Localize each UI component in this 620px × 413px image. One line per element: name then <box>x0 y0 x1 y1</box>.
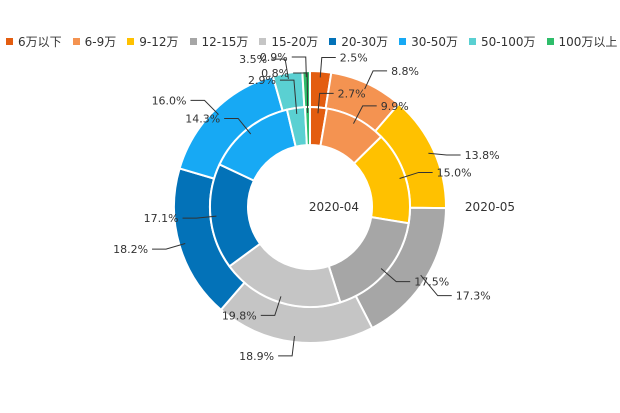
legend-item-6[interactable]: 30-50万 <box>399 33 458 50</box>
legend-swatch-7 <box>469 37 476 45</box>
inner-leader-line-7 <box>279 79 298 114</box>
legend-swatch-4 <box>259 37 267 45</box>
legend-swatch-6 <box>399 37 407 45</box>
inner-data-label-3: 17.5% <box>414 276 449 289</box>
outer-ring-series-label: 2020-05 <box>465 200 515 214</box>
inner-data-label-1: 9.9% <box>381 100 409 113</box>
inner-data-label-0: 2.7% <box>338 87 366 100</box>
legend-item-2[interactable]: 9-12万 <box>127 33 179 50</box>
inner-leader-line-4 <box>260 296 282 316</box>
outer-leader-line-4 <box>278 336 295 357</box>
inner-data-label-6: 14.3% <box>185 112 220 125</box>
inner-leader-line-8 <box>293 72 309 114</box>
legend-item-3[interactable]: 12-15万 <box>189 33 249 50</box>
inner-data-label-5: 17.1% <box>144 212 179 225</box>
inner-data-label-7: 2.9% <box>248 74 276 87</box>
outer-data-label-0: 2.5% <box>340 51 368 64</box>
legend-swatch-2 <box>127 37 135 45</box>
outer-leader-line-0 <box>319 56 336 78</box>
legend-swatch-0 <box>6 37 13 45</box>
legend-item-8[interactable]: 100万以上 <box>546 33 618 50</box>
inner-data-label-4: 19.8% <box>222 309 257 322</box>
legend-label-2: 9-12万 <box>139 34 179 49</box>
outer-data-label-6: 16.0% <box>152 94 187 107</box>
inner-ring-series-label: 2020-04 <box>309 200 359 214</box>
legend-label-6: 30-50万 <box>411 34 458 49</box>
legend-label-4: 15-20万 <box>271 34 319 49</box>
outer-leader-line-7 <box>271 58 289 79</box>
outer-leader-line-1 <box>364 70 388 90</box>
legend-item-4[interactable]: 15-20万 <box>259 33 318 50</box>
legend-label-5: 20-30万 <box>341 34 389 49</box>
outer-data-label-2: 13.8% <box>465 149 500 162</box>
outer-leader-line-6 <box>190 99 219 115</box>
legend-label-3: 12-15万 <box>201 34 249 49</box>
data-labels: 2.5% 8.8% 13.8% 17.3% 18.9% 18.2% 16.0% 3.5%0.9… <box>113 51 499 363</box>
legend-swatch-1 <box>72 37 80 45</box>
inner-leader-line-5 <box>182 215 217 219</box>
outer-data-label-1: 8.8% <box>391 65 419 78</box>
legend-label-0: 6万以下 <box>18 34 62 49</box>
inner-leader-line-1 <box>353 105 377 124</box>
outer-data-label-7: 3.5% <box>239 53 267 66</box>
inner-leader-line-2 <box>399 171 433 179</box>
legend-item-7[interactable]: 50-100万 <box>469 33 536 50</box>
legend-swatch-8 <box>546 37 554 45</box>
outer-leader-line-3 <box>420 274 452 297</box>
outer-data-label-5: 18.2% <box>113 243 148 256</box>
outer-leader-line-8 <box>291 56 307 78</box>
outer-leader-line-2 <box>428 152 461 156</box>
inner-leader-line-6 <box>224 117 252 135</box>
legend-label-7: 50-100万 <box>481 34 536 49</box>
legend-item-0[interactable]: 6万以下 <box>6 33 62 50</box>
legend-item-5[interactable]: 20-30万 <box>329 33 388 50</box>
legend-label-8: 100万以上 <box>558 34 618 49</box>
inner-leader-line-3 <box>380 268 411 283</box>
legend-swatch-5 <box>329 37 337 45</box>
outer-leader-line-5 <box>152 243 186 250</box>
inner-data-label-2: 15.0% <box>437 166 472 179</box>
inner-slice-8[interactable] <box>303 105 311 147</box>
inner-data-label-8: 0.8% <box>261 67 289 80</box>
inner-leader-line-0 <box>317 92 334 114</box>
chart-legend: 6万以下 6-9万 9-12万 12-15万 15-20万 20-30万 30-50万 50-… <box>6 33 618 49</box>
legend-item-1[interactable]: 6-9万 <box>72 33 117 50</box>
legend-label-1: 6-9万 <box>84 34 117 49</box>
outer-data-label-8: 0.9% <box>260 51 288 64</box>
outer-data-label-4: 18.9% <box>239 350 274 363</box>
legend-swatch-3 <box>189 37 197 45</box>
outer-data-label-3: 17.3% <box>456 290 491 303</box>
inner-ring-2020-04 <box>209 105 411 308</box>
